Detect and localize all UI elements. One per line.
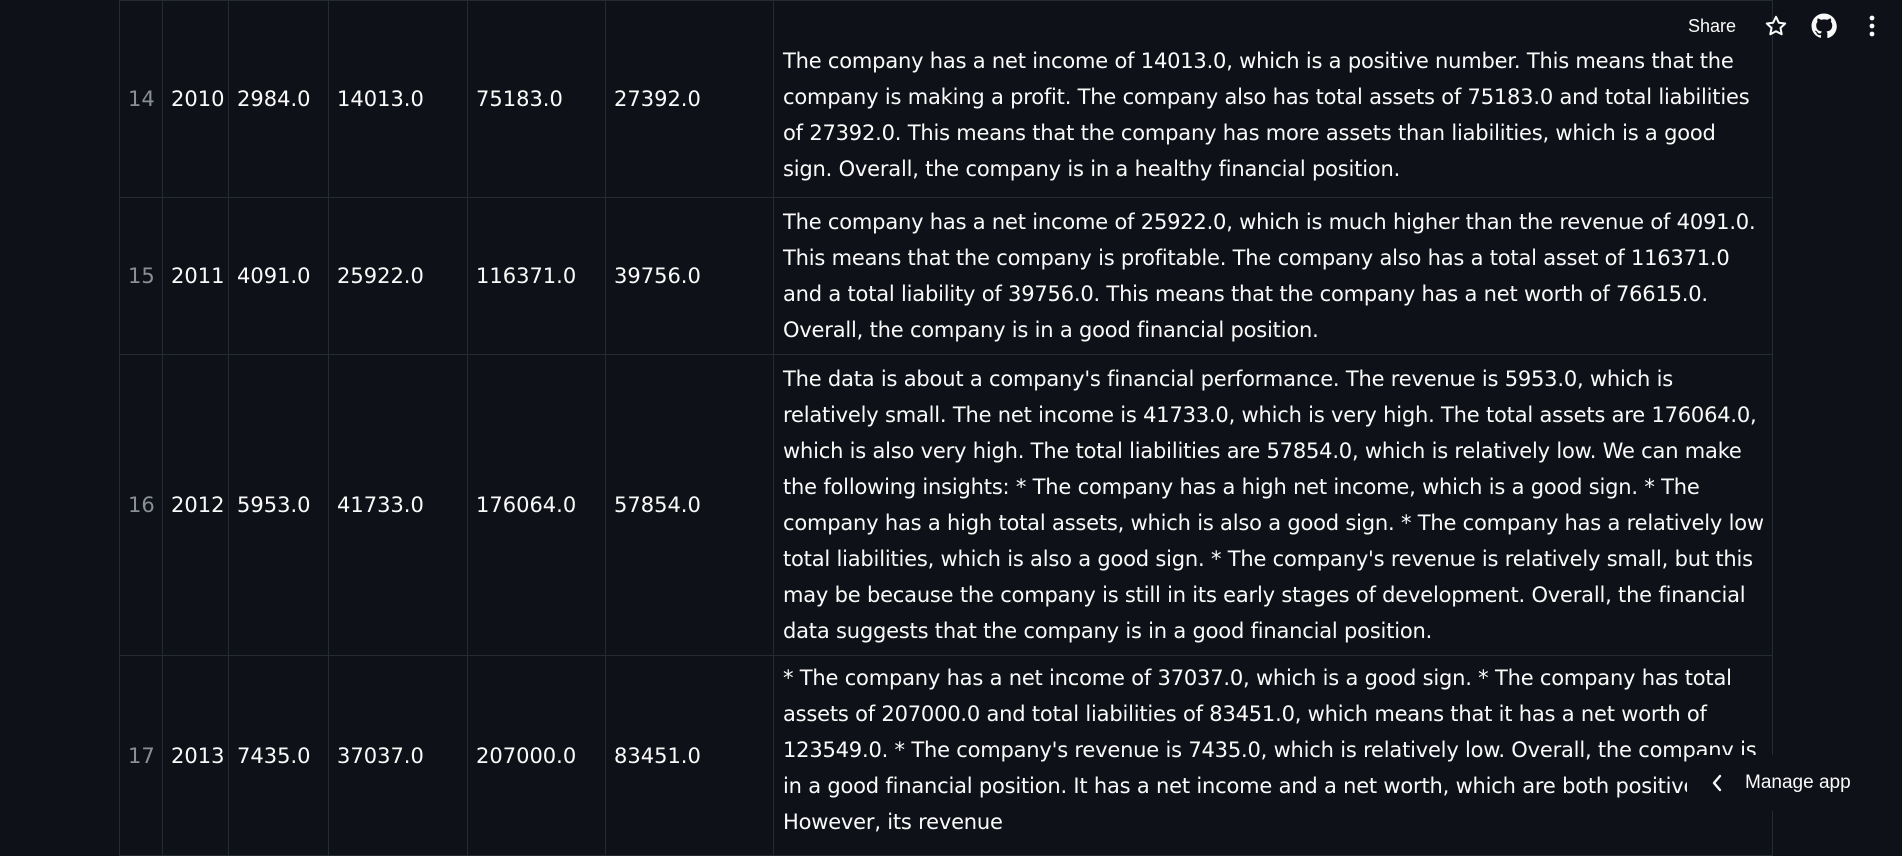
cell-total-liabilities: 27392.0	[606, 1, 774, 198]
cell-total-assets: 176064.0	[468, 355, 606, 656]
more-vertical-icon[interactable]	[1858, 12, 1886, 40]
cell-net-income: 37037.0	[329, 656, 468, 856]
table-row: 15 2011 4091.0 25922.0 116371.0 39756.0 …	[120, 198, 1773, 355]
cell-total-liabilities: 39756.0	[606, 198, 774, 355]
cell-year: 2013	[163, 656, 229, 856]
cell-net-income: 14013.0	[329, 1, 468, 198]
cell-revenue: 4091.0	[229, 198, 329, 355]
app-header: Share	[1688, 0, 1902, 52]
share-button[interactable]: Share	[1688, 16, 1736, 37]
cell-total-liabilities: 57854.0	[606, 355, 774, 656]
cell-total-assets: 116371.0	[468, 198, 606, 355]
cell-total-assets: 75183.0	[468, 1, 606, 198]
table-row: 14 2010 2984.0 14013.0 75183.0 27392.0 T…	[120, 1, 1773, 198]
row-index: 17	[120, 656, 163, 856]
cell-revenue: 7435.0	[229, 656, 329, 856]
manage-app-button[interactable]: Manage app	[1687, 755, 1902, 811]
cell-net-income: 25922.0	[329, 198, 468, 355]
github-icon[interactable]	[1810, 12, 1838, 40]
manage-app-label: Manage app	[1745, 772, 1851, 794]
cell-insight: The company has a net income of 25922.0,…	[774, 198, 1773, 355]
cell-insight: The company has a net income of 14013.0,…	[774, 1, 1773, 198]
data-table: 14 2010 2984.0 14013.0 75183.0 27392.0 T…	[119, 0, 1772, 856]
cell-revenue: 2984.0	[229, 1, 329, 198]
cell-year: 2010	[163, 1, 229, 198]
cell-year: 2011	[163, 198, 229, 355]
cell-revenue: 5953.0	[229, 355, 329, 656]
cell-net-income: 41733.0	[329, 355, 468, 656]
row-index: 15	[120, 198, 163, 355]
cell-year: 2012	[163, 355, 229, 656]
table-row: 16 2012 5953.0 41733.0 176064.0 57854.0 …	[120, 355, 1773, 656]
row-index: 14	[120, 1, 163, 198]
chevron-left-icon	[1711, 773, 1723, 793]
cell-total-assets: 207000.0	[468, 656, 606, 856]
cell-insight: * The company has a net income of 37037.…	[774, 656, 1773, 856]
cell-total-liabilities: 83451.0	[606, 656, 774, 856]
cell-insight: The data is about a company's financial …	[774, 355, 1773, 656]
star-icon[interactable]	[1762, 12, 1790, 40]
table-row: 17 2013 7435.0 37037.0 207000.0 83451.0 …	[120, 656, 1773, 856]
row-index: 16	[120, 355, 163, 656]
